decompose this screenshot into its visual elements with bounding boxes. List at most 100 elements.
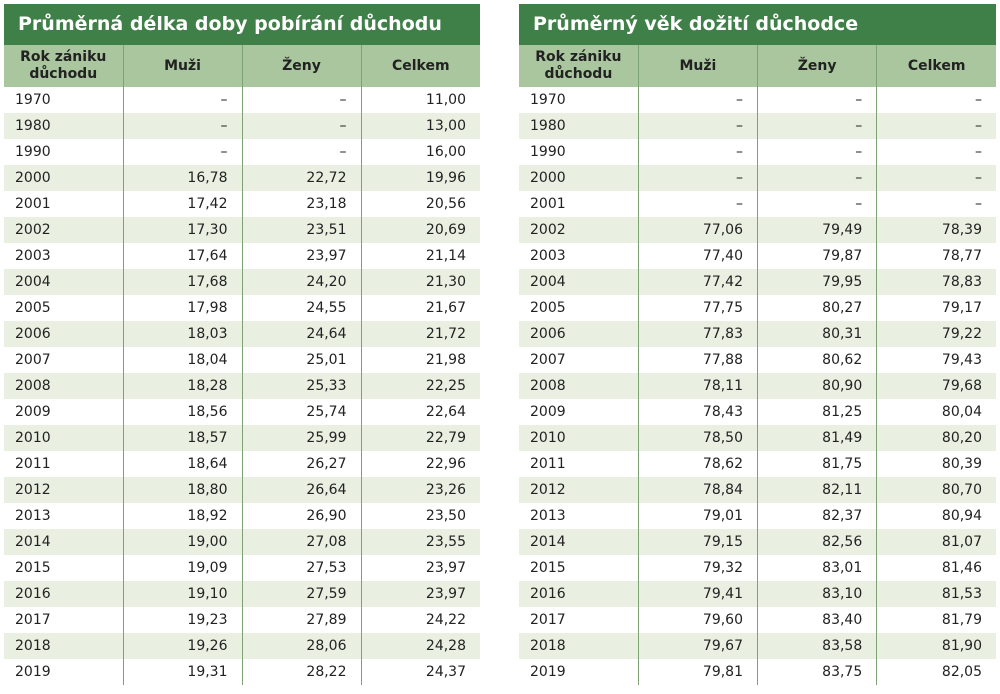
year-cell: 2019 — [4, 659, 123, 685]
table-row: 2001– – – — [519, 191, 996, 217]
table-row: 2015 19,09 27,53 23,97 — [4, 555, 480, 581]
men-cell: 77,06 — [637, 217, 758, 243]
year-cell: 2008 — [519, 373, 639, 399]
total-cell: 80,94 — [876, 503, 996, 529]
table-row: 2007 18,04 25,01 21,98 — [4, 347, 480, 373]
men-cell: 77,40 — [637, 243, 758, 269]
year-cell: 2017 — [4, 607, 123, 633]
total-cell: 81,90 — [876, 633, 996, 659]
table-row: 2012 78,84 82,11 80,70 — [519, 477, 996, 503]
table-row: 2010 78,50 81,49 80,20 — [519, 425, 996, 451]
pension-duration-panel: Průměrná délka doby pobírání důchodu Rok… — [4, 4, 480, 685]
men-cell: 18,92 — [122, 503, 242, 529]
table-row: 1980– – – — [519, 113, 996, 139]
year-cell: 1980 — [519, 113, 639, 139]
table-row: 2015 79,32 83,01 81,46 — [519, 555, 996, 581]
year-cell: 2016 — [519, 581, 639, 607]
men-cell: 19,23 — [122, 607, 242, 633]
year-cell: 2012 — [519, 477, 639, 503]
table-row: 2002 17,30 23,51 20,69 — [4, 217, 480, 243]
women-cell: – — [756, 87, 877, 113]
table-row: 2016 79,41 83,10 81,53 — [519, 581, 996, 607]
men-cell: 18,56 — [122, 399, 242, 425]
total-cell: 21,72 — [360, 321, 480, 347]
total-cell: 23,97 — [360, 555, 480, 581]
year-cell: 2003 — [4, 243, 123, 269]
life-expectancy-table: Rok zániku důchodu Muži Ženy Celkem 1970… — [519, 45, 996, 685]
table-row: 2006 77,83 80,31 79,22 — [519, 321, 996, 347]
table-row: 2016 19,10 27,59 23,97 — [4, 581, 480, 607]
year-cell: 2005 — [519, 295, 639, 321]
year-cell: 2004 — [4, 269, 123, 295]
men-cell: 79,81 — [637, 659, 758, 685]
year-cell: 2006 — [4, 321, 123, 347]
table-row: 1990– – – — [519, 139, 996, 165]
women-cell: 25,74 — [241, 399, 361, 425]
table-row: 1970– – – — [519, 87, 996, 113]
total-cell: 23,50 — [360, 503, 480, 529]
year-cell: 1980 — [4, 113, 123, 139]
women-cell: – — [241, 139, 361, 165]
year-cell: 1990 — [519, 139, 639, 165]
year-cell: 2013 — [4, 503, 123, 529]
table-row: 2013 18,92 26,90 23,50 — [4, 503, 480, 529]
total-cell: 16,00 — [360, 139, 480, 165]
year-cell: 1970 — [519, 87, 639, 113]
men-cell: 78,50 — [637, 425, 758, 451]
men-cell: 77,75 — [637, 295, 758, 321]
women-cell: 82,11 — [756, 477, 877, 503]
total-cell: 13,00 — [360, 113, 480, 139]
total-cell: 24,22 — [360, 607, 480, 633]
year-cell: 2018 — [4, 633, 123, 659]
total-cell: 20,69 — [360, 217, 480, 243]
men-cell: 18,04 — [122, 347, 242, 373]
year-cell: 2002 — [519, 217, 639, 243]
header-row: Rok zániku důchodu Muži Ženy Celkem — [519, 45, 996, 87]
total-cell: 23,97 — [360, 581, 480, 607]
table-row: 2008 78,11 80,90 79,68 — [519, 373, 996, 399]
total-cell: 81,07 — [876, 529, 996, 555]
men-cell: 19,00 — [122, 529, 242, 555]
year-cell: 2011 — [4, 451, 123, 477]
women-cell: 23,97 — [241, 243, 361, 269]
total-cell: 11,00 — [360, 87, 480, 113]
year-cell: 2011 — [519, 451, 639, 477]
total-cell: 22,25 — [360, 373, 480, 399]
women-cell: 80,62 — [756, 347, 877, 373]
pension-duration-table: Rok zániku důchodu Muži Ženy Celkem 1970… — [4, 45, 480, 685]
total-cell: 82,05 — [876, 659, 996, 685]
column-header-men: Muži — [637, 45, 758, 87]
women-cell: 83,40 — [756, 607, 877, 633]
year-cell: 2016 — [4, 581, 123, 607]
men-cell: 17,64 — [122, 243, 242, 269]
women-cell: 82,56 — [756, 529, 877, 555]
total-cell: 20,56 — [360, 191, 480, 217]
column-header-women: Ženy — [241, 45, 361, 87]
year-cell: 2015 — [4, 555, 123, 581]
year-cell: 2000 — [4, 165, 123, 191]
total-cell: 21,98 — [360, 347, 480, 373]
men-cell: 77,42 — [637, 269, 758, 295]
total-cell: 78,77 — [876, 243, 996, 269]
men-cell: – — [637, 139, 758, 165]
men-cell: 17,98 — [122, 295, 242, 321]
women-cell: 27,08 — [241, 529, 361, 555]
men-cell: 79,32 — [637, 555, 758, 581]
table-row: 2004 77,42 79,95 78,83 — [519, 269, 996, 295]
total-cell: 22,64 — [360, 399, 480, 425]
men-cell: 79,41 — [637, 581, 758, 607]
life-expectancy-rows: 1970– – –1980– – –1990– – –2000– – –2001– – –2002 7… — [519, 87, 996, 685]
women-cell: 24,55 — [241, 295, 361, 321]
women-cell: 23,18 — [241, 191, 361, 217]
table-row: 2009 18,56 25,74 22,64 — [4, 399, 480, 425]
total-cell: 79,17 — [876, 295, 996, 321]
men-cell: – — [122, 113, 242, 139]
total-cell: 24,28 — [360, 633, 480, 659]
women-cell: 79,95 — [756, 269, 877, 295]
total-cell: 81,53 — [876, 581, 996, 607]
total-cell: 21,30 — [360, 269, 480, 295]
table-row: 2018 79,67 83,58 81,90 — [519, 633, 996, 659]
table-row: 2013 79,01 82,37 80,94 — [519, 503, 996, 529]
women-cell: 22,72 — [241, 165, 361, 191]
